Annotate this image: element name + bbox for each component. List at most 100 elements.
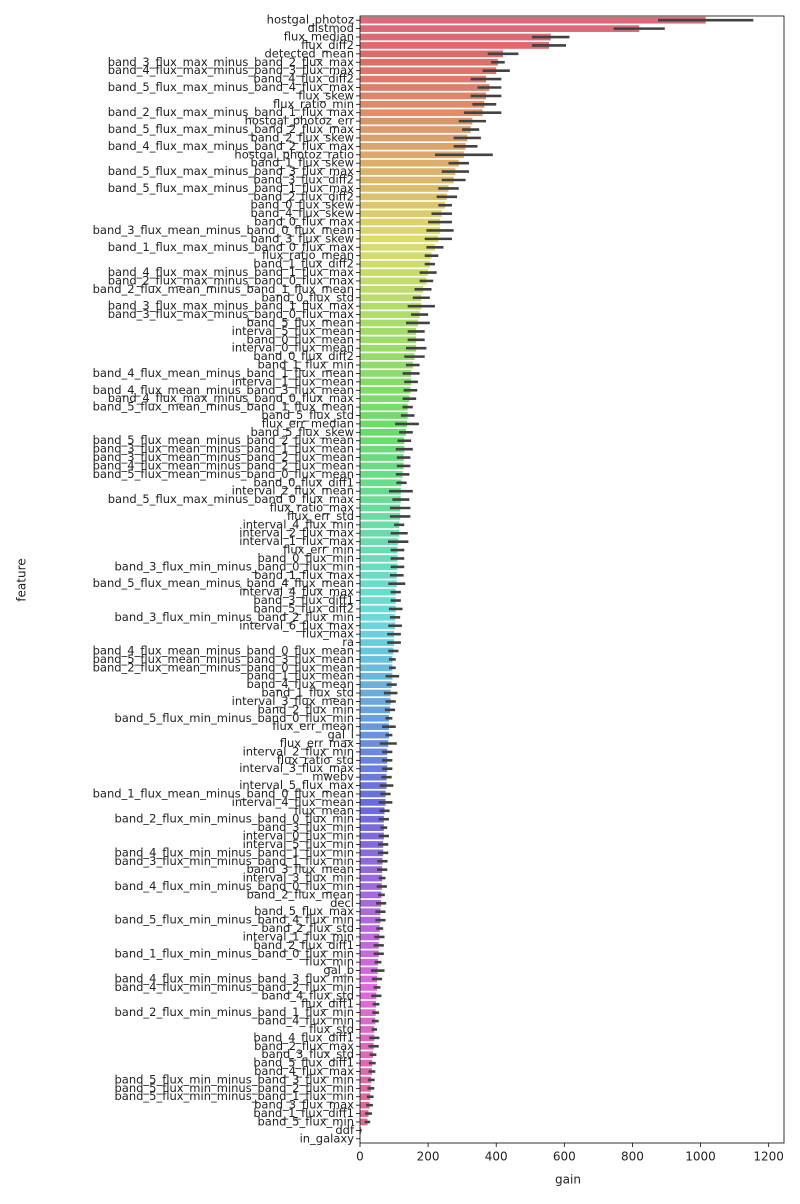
y-tick-label: band_2_flux_max — [254, 1039, 354, 1053]
y-tick-label: band_1_flux_skew — [250, 156, 354, 170]
y-tick-label: band_4_flux_mean_minus_band_0_flux_mean — [93, 643, 354, 657]
bar — [360, 84, 490, 91]
y-tick-label: band_3_flux_skew — [250, 231, 354, 245]
y-tick-label: in_galaxy — [300, 1131, 355, 1145]
bar — [360, 243, 435, 251]
y-tick-label: flux_max — [302, 627, 354, 641]
bar — [360, 445, 405, 453]
y-tick-label: flux_ratio_max — [270, 501, 355, 515]
bar — [360, 168, 456, 175]
y-tick-label: band_5_flux_min — [257, 1114, 354, 1128]
bar — [360, 50, 504, 58]
bar — [360, 210, 442, 218]
bar — [360, 731, 389, 739]
y-tick-label: band_5_flux_min_minus_band_2_flux_min — [114, 1081, 354, 1095]
bar — [360, 126, 471, 133]
bar — [360, 513, 401, 520]
y-tick-label: band_2_flux_min_minus_band_0_flux_min — [114, 812, 354, 826]
y-tick-label: flux_err_std — [287, 509, 354, 523]
bar — [360, 765, 388, 773]
y-tick-label: band_2_flux_diff1 — [253, 938, 354, 952]
y-tick-label: flux_err_median — [262, 416, 354, 430]
bar — [360, 277, 427, 285]
bar — [360, 756, 388, 764]
bar — [360, 639, 395, 646]
bar — [360, 841, 384, 848]
y-tick-label: band_5_flux_max_minus_band_4_flux_max — [108, 80, 354, 94]
y-tick-label: distmod — [307, 21, 354, 35]
bar — [360, 185, 449, 192]
y-tick-label: interval_4_flux_min — [243, 517, 354, 531]
bar — [360, 681, 392, 688]
bar — [360, 471, 403, 478]
bar — [360, 588, 396, 596]
y-tick-label: band_4_flux_max_minus_band_0_flux_max — [108, 391, 354, 405]
y-tick-label: hostgal_photoz — [267, 13, 354, 27]
y-tick-label: band_5_flux_diff2 — [253, 601, 354, 615]
y-tick-label: band_1_flux_diff1 — [253, 1106, 354, 1120]
bar — [360, 109, 483, 117]
y-tick-label: band_1_flux_max_minus_band_0_flux_max — [108, 240, 354, 254]
x-axis-label: gain — [555, 1173, 581, 1187]
y-tick-label: band_1_flux_min_minus_band_0_flux_min — [114, 946, 354, 960]
y-tick-label: interval_1_flux_mean — [232, 374, 354, 388]
y-tick-label: interval_4_flux_mean — [232, 795, 354, 809]
bar — [360, 555, 398, 562]
y-tick-label: interval_3_flux_max — [239, 761, 354, 775]
bar — [360, 117, 473, 125]
bar — [360, 218, 441, 226]
x-tick-label: 0 — [356, 1150, 364, 1164]
bar — [360, 227, 441, 234]
bar — [360, 370, 412, 377]
bar — [360, 353, 415, 360]
y-tick-label: band_4_flux_min — [257, 1014, 354, 1028]
bar — [360, 1084, 371, 1092]
bar — [360, 857, 383, 865]
y-tick-label: band_3_flux_max_minus_band_0_flux_max — [108, 307, 354, 321]
y-tick-label: band_4_flux_mean_minus_band_3_flux_mean — [93, 383, 354, 397]
bar — [360, 193, 447, 201]
bar — [360, 597, 396, 604]
y-tick-label: interval_3_flux_mean — [232, 694, 354, 708]
y-tick-label: interval_6_flux_max — [239, 618, 354, 632]
bar — [360, 1059, 373, 1067]
y-tick-label: band_4_flux_std — [261, 988, 354, 1002]
bar — [360, 260, 430, 268]
bar — [360, 1042, 374, 1050]
y-tick-label: interval_5_flux_min — [243, 837, 354, 851]
y-tick-label: gal_b — [323, 963, 354, 977]
y-tick-label: band_5_flux_min_minus_band_0_flux_min — [114, 711, 354, 725]
bar — [360, 328, 417, 335]
bar — [360, 521, 400, 529]
y-tick-label: band_0_flux_std — [261, 290, 354, 304]
x-tick-label: 600 — [553, 1150, 576, 1164]
y-tick-label: band_3_flux_min_minus_band_2_flux_min — [114, 610, 354, 624]
y-tick-label: band_4_flux_skew — [250, 206, 354, 220]
bar — [360, 479, 402, 487]
bar — [360, 925, 380, 932]
bar — [360, 1093, 371, 1101]
y-tick-label: interval_3_flux_min — [243, 871, 354, 885]
bar — [360, 908, 381, 916]
bar — [360, 849, 384, 857]
bar — [360, 496, 401, 503]
y-tick-label: interval_1_flux_min — [243, 929, 354, 943]
bar — [360, 344, 417, 352]
y-tick-label: band_2_flux_max_minus_band_1_flux_max — [108, 105, 354, 119]
bar — [360, 403, 408, 411]
bar — [360, 1000, 377, 1008]
y-tick-label: band_1_flux_min — [257, 358, 354, 372]
y-tick-label: band_3_flux_diff1 — [253, 593, 354, 607]
y-tick-label: flux_err_min — [283, 543, 354, 557]
bar — [360, 782, 387, 789]
bar — [360, 672, 393, 680]
x-tick-label: 1000 — [685, 1150, 716, 1164]
y-tick-label: band_4_flux_diff1 — [253, 1030, 354, 1044]
y-tick-label: band_5_flux_std — [261, 408, 354, 422]
bar — [360, 302, 422, 310]
y-tick-label: band_4_flux_max — [254, 1064, 354, 1078]
y-tick-label: band_4_flux_mean_minus_band_1_flux_mean — [93, 366, 354, 380]
y-tick-label: band_1_flux_max — [254, 568, 354, 582]
bar — [360, 698, 391, 705]
